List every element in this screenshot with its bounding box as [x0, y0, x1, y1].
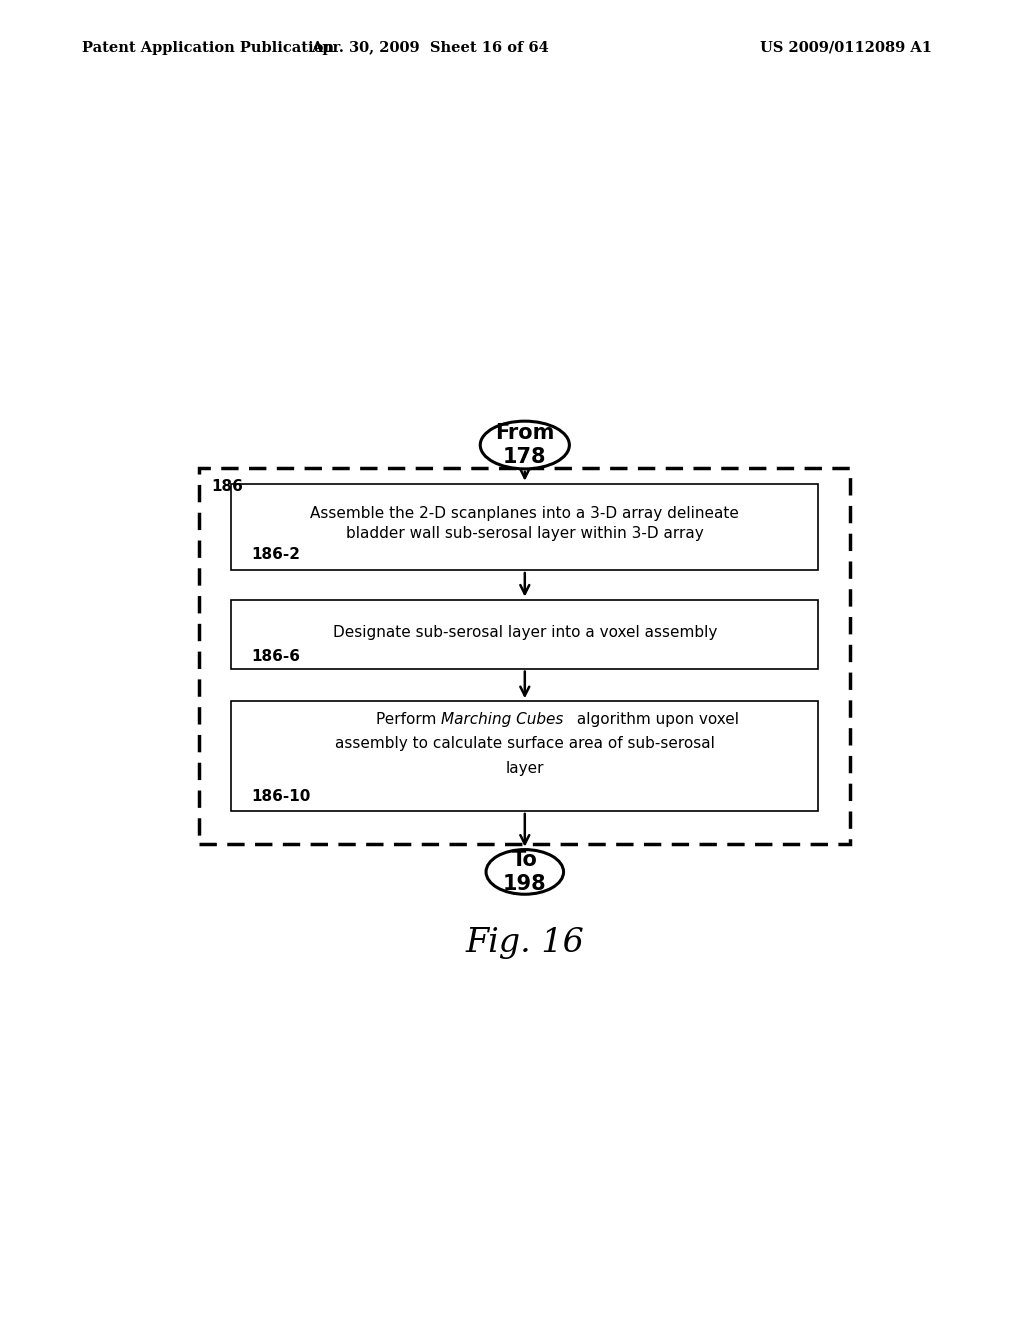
Text: US 2009/0112089 A1: US 2009/0112089 A1	[760, 41, 932, 54]
Text: 186-6: 186-6	[251, 648, 300, 664]
Text: 186-2: 186-2	[251, 546, 300, 562]
Ellipse shape	[486, 850, 563, 894]
Text: Assemble the 2-D scanplanes into a 3-D array delineate
bladder wall sub-serosal : Assemble the 2-D scanplanes into a 3-D a…	[310, 507, 739, 541]
Text: layer: layer	[506, 760, 544, 776]
Ellipse shape	[480, 421, 569, 469]
Text: Apr. 30, 2009  Sheet 16 of 64: Apr. 30, 2009 Sheet 16 of 64	[311, 41, 549, 54]
Text: Patent Application Publication: Patent Application Publication	[82, 41, 334, 54]
Text: Designate sub-serosal layer into a voxel assembly: Designate sub-serosal layer into a voxel…	[333, 624, 717, 640]
Text: assembly to calculate surface area of sub-serosal: assembly to calculate surface area of su…	[335, 737, 715, 751]
Text: To
198: To 198	[503, 850, 547, 895]
Text: 186-10: 186-10	[251, 789, 310, 804]
Bar	[200, 469, 850, 845]
Text: Perform: Perform	[376, 711, 441, 727]
Text: algorithm upon voxel: algorithm upon voxel	[572, 711, 739, 727]
Text: From
178: From 178	[496, 422, 554, 467]
Bar	[231, 483, 818, 570]
Text: 186: 186	[211, 479, 244, 494]
Text: Fig. 16: Fig. 16	[465, 927, 585, 960]
Text: Marching Cubes: Marching Cubes	[441, 711, 564, 727]
Bar	[231, 701, 818, 810]
Bar	[231, 599, 818, 669]
